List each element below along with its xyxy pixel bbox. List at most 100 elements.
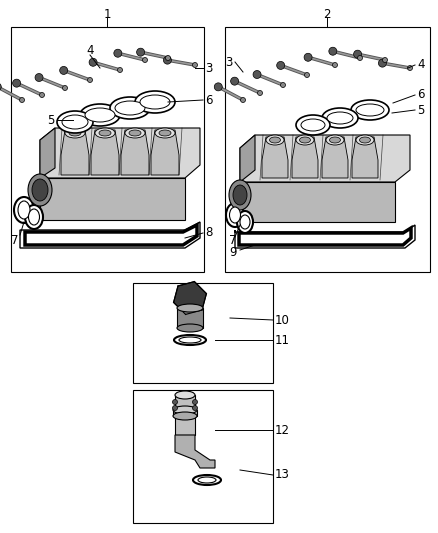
Text: 9: 9 xyxy=(229,246,237,259)
Ellipse shape xyxy=(351,100,389,120)
Ellipse shape xyxy=(18,201,30,219)
Circle shape xyxy=(378,59,386,67)
Ellipse shape xyxy=(95,128,115,138)
Ellipse shape xyxy=(296,135,314,145)
Polygon shape xyxy=(25,225,197,245)
Circle shape xyxy=(192,406,198,410)
Text: 4: 4 xyxy=(86,44,94,56)
Polygon shape xyxy=(175,435,215,468)
Circle shape xyxy=(382,58,388,62)
Ellipse shape xyxy=(140,95,170,109)
Text: 10: 10 xyxy=(275,313,290,327)
Ellipse shape xyxy=(269,137,280,143)
Ellipse shape xyxy=(229,180,251,210)
Ellipse shape xyxy=(159,130,171,136)
Ellipse shape xyxy=(65,128,85,138)
Ellipse shape xyxy=(99,130,111,136)
Ellipse shape xyxy=(28,209,39,225)
Circle shape xyxy=(173,400,177,405)
Circle shape xyxy=(231,77,239,85)
Polygon shape xyxy=(322,137,348,178)
Text: 11: 11 xyxy=(275,334,290,346)
Ellipse shape xyxy=(356,104,384,116)
Ellipse shape xyxy=(62,115,88,129)
Text: 5: 5 xyxy=(48,114,55,126)
Ellipse shape xyxy=(129,130,141,136)
Bar xyxy=(133,283,273,383)
Circle shape xyxy=(35,74,43,82)
Circle shape xyxy=(357,55,363,61)
Ellipse shape xyxy=(193,475,221,485)
Ellipse shape xyxy=(110,97,150,119)
Ellipse shape xyxy=(177,304,203,312)
Polygon shape xyxy=(20,222,200,248)
Circle shape xyxy=(332,62,338,68)
Circle shape xyxy=(280,83,286,87)
Ellipse shape xyxy=(57,111,93,133)
Text: 13: 13 xyxy=(275,469,290,481)
Ellipse shape xyxy=(174,335,206,345)
Ellipse shape xyxy=(300,137,311,143)
Text: 2: 2 xyxy=(323,7,331,20)
Polygon shape xyxy=(240,135,255,182)
Circle shape xyxy=(329,47,337,55)
Circle shape xyxy=(253,70,261,78)
Bar xyxy=(177,308,203,328)
Polygon shape xyxy=(121,130,149,175)
Polygon shape xyxy=(40,178,185,220)
Ellipse shape xyxy=(237,211,253,233)
Circle shape xyxy=(407,66,413,70)
Polygon shape xyxy=(151,130,179,175)
Ellipse shape xyxy=(135,91,175,113)
Text: 8: 8 xyxy=(205,227,212,239)
Circle shape xyxy=(89,58,97,66)
Circle shape xyxy=(20,98,25,102)
Polygon shape xyxy=(240,182,395,222)
Ellipse shape xyxy=(240,215,250,229)
Polygon shape xyxy=(173,281,206,314)
Text: 4: 4 xyxy=(417,59,424,71)
Circle shape xyxy=(63,85,67,91)
Polygon shape xyxy=(239,228,411,245)
Text: 3: 3 xyxy=(205,61,212,75)
Ellipse shape xyxy=(14,197,34,223)
Ellipse shape xyxy=(266,135,284,145)
Text: 1: 1 xyxy=(103,7,111,20)
Text: 6: 6 xyxy=(205,93,212,107)
Circle shape xyxy=(277,61,285,69)
Circle shape xyxy=(117,68,123,72)
Ellipse shape xyxy=(179,337,201,343)
Text: 7: 7 xyxy=(11,233,19,246)
Ellipse shape xyxy=(80,104,120,126)
Polygon shape xyxy=(262,137,288,178)
Text: 12: 12 xyxy=(275,424,290,437)
Circle shape xyxy=(0,83,1,91)
Polygon shape xyxy=(240,135,410,182)
Ellipse shape xyxy=(326,135,344,145)
Ellipse shape xyxy=(175,391,195,399)
Polygon shape xyxy=(292,137,318,178)
Ellipse shape xyxy=(198,477,216,483)
Ellipse shape xyxy=(327,112,353,124)
Ellipse shape xyxy=(173,412,197,420)
Ellipse shape xyxy=(32,179,48,201)
Ellipse shape xyxy=(230,207,240,223)
Ellipse shape xyxy=(28,174,52,206)
Ellipse shape xyxy=(360,137,371,143)
Circle shape xyxy=(114,49,122,57)
Ellipse shape xyxy=(301,119,325,131)
Ellipse shape xyxy=(226,203,244,227)
Bar xyxy=(225,27,430,272)
Circle shape xyxy=(304,53,312,61)
Circle shape xyxy=(60,67,68,75)
Circle shape xyxy=(192,400,198,405)
Polygon shape xyxy=(352,137,378,178)
Ellipse shape xyxy=(322,108,358,128)
Ellipse shape xyxy=(173,406,197,414)
Ellipse shape xyxy=(177,324,203,332)
Ellipse shape xyxy=(25,205,43,229)
Circle shape xyxy=(142,58,148,62)
Ellipse shape xyxy=(155,128,175,138)
Bar xyxy=(11,27,204,272)
Ellipse shape xyxy=(85,108,115,122)
